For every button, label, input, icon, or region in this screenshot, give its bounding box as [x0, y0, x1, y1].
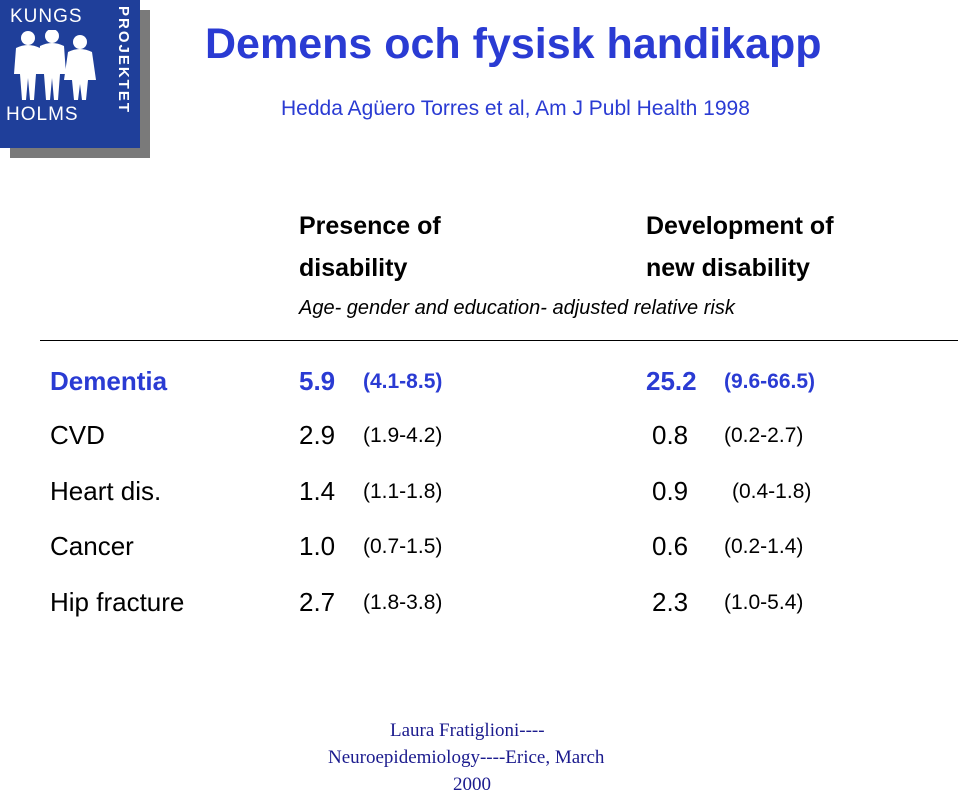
table-row: Hip fracture 2.7 (1.8-3.8) 2.3 (1.0-5.4) [0, 587, 959, 627]
column-header-development: Development of new disability [646, 205, 834, 289]
row-label: Cancer [50, 531, 134, 561]
slide-subtitle: Hedda Agüero Torres et al, Am J Publ Hea… [281, 97, 750, 120]
people-figures-icon [14, 30, 96, 100]
row-label: Heart dis. [50, 476, 162, 506]
column-header-development-line1: Development of [646, 212, 834, 240]
development-rr: 0.6 [652, 531, 689, 561]
footer-line-2: Neuroepidemiology----Erice, March [328, 747, 605, 768]
presence-ci: (1.8-3.8) [363, 591, 443, 614]
row-label: Dementia [50, 366, 168, 396]
development-rr: 2.3 [652, 587, 689, 617]
development-ci: (1.0-5.4) [724, 591, 804, 614]
presence-rr: 2.7 [299, 587, 336, 617]
presence-rr: 2.9 [299, 420, 336, 450]
presence-ci: (1.9-4.2) [363, 424, 443, 447]
kungsholms-logo: KUNGS HOLMS PROJEKTET [0, 0, 140, 148]
presence-rr: 5.9 [299, 366, 336, 396]
row-label: Hip fracture [50, 587, 185, 617]
column-header-presence-line1: Presence of [299, 212, 441, 240]
column-header-presence: Presence of disability [299, 205, 441, 289]
presence-ci: (0.7-1.5) [363, 535, 443, 558]
development-ci: (0.2-1.4) [724, 535, 804, 558]
presence-ci: (4.1-8.5) [363, 370, 443, 393]
presence-rr: 1.4 [299, 476, 336, 506]
development-rr: 0.9 [652, 476, 689, 506]
development-ci: (0.4-1.8) [732, 480, 812, 503]
column-header-presence-line2: disability [299, 254, 408, 282]
development-ci: (9.6-66.5) [724, 370, 816, 393]
slide-title: Demens och fysisk handikapp [205, 20, 822, 68]
logo-bottom-text: HOLMS [6, 104, 79, 125]
slide-footer: Laura Fratiglioni---- Neuroepidemiology-… [328, 717, 628, 798]
footer-line-1: Laura Fratiglioni---- [390, 720, 545, 741]
column-header-development-line2: new disability [646, 254, 810, 282]
table-row: CVD 2.9 (1.9-4.2) 0.8 (0.2-2.7) [0, 420, 959, 460]
header-divider [40, 340, 958, 341]
footer-line-3: 2000 [453, 774, 491, 795]
table-row: Cancer 1.0 (0.7-1.5) 0.6 (0.2-1.4) [0, 531, 959, 571]
development-ci: (0.2-2.7) [724, 424, 804, 447]
table-row: Dementia 5.9 (4.1-8.5) 25.2 (9.6-66.5) [0, 366, 959, 406]
presence-ci: (1.1-1.8) [363, 480, 443, 503]
development-rr: 25.2 [646, 366, 697, 396]
presence-rr: 1.0 [299, 531, 336, 561]
logo-side-text: PROJEKTET [115, 6, 132, 115]
adjustment-note: Age- gender and education- adjusted rela… [299, 297, 735, 319]
table-row: Heart dis. 1.4 (1.1-1.8) 0.9 (0.4-1.8) [0, 476, 959, 516]
row-label: CVD [50, 420, 105, 450]
development-rr: 0.8 [652, 420, 689, 450]
logo-top-text: KUNGS [10, 6, 83, 27]
